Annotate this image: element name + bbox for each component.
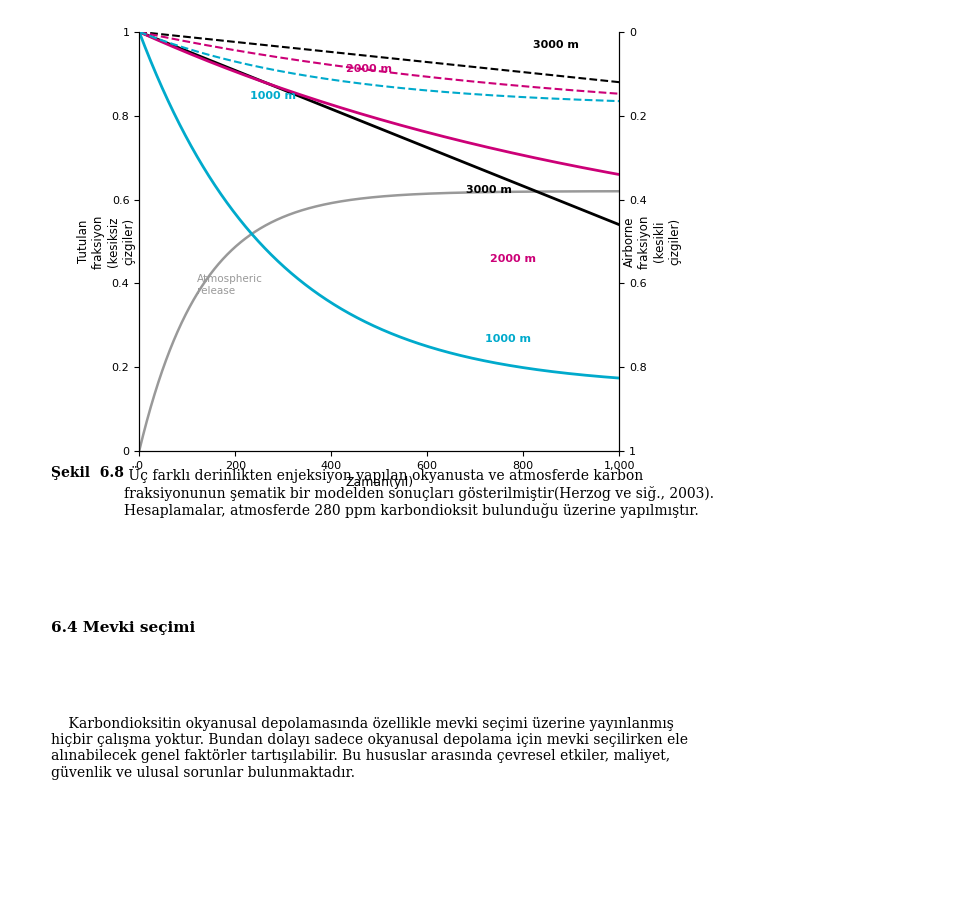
Text: 3000 m: 3000 m xyxy=(533,40,579,50)
Text: 6.4 Mevki seçimi: 6.4 Mevki seçimi xyxy=(51,621,195,635)
Text: Karbondioksitin okyanusal depolamasında özellikle mevki seçimi üzerine yayınlanm: Karbondioksitin okyanusal depolamasında … xyxy=(51,717,688,780)
Text: 3000 m: 3000 m xyxy=(466,185,512,195)
Text: Atmospheric
release: Atmospheric release xyxy=(197,274,263,296)
Text: 1000 m: 1000 m xyxy=(250,91,296,101)
Text: 2000 m: 2000 m xyxy=(346,64,392,74)
Text: 1000 m: 1000 m xyxy=(485,334,531,344)
Text: Üç farklı derinlikten enjeksiyon yapılan okyanusta ve atmosferde karbon
fraksiyo: Üç farklı derinlikten enjeksiyon yapılan… xyxy=(124,466,714,518)
Y-axis label: Tutulan
fraksiyon
(kesiksiz
çizgiler): Tutulan fraksiyon (kesiksiz çizgiler) xyxy=(77,214,135,269)
X-axis label: Zaman(yıl): Zaman(yıl) xyxy=(346,476,413,489)
Text: Şekil  6.8: Şekil 6.8 xyxy=(51,466,124,480)
Text: 2000 m: 2000 m xyxy=(490,254,536,264)
Y-axis label: Airborne
fraksiyon
(kesikli
çizgiler): Airborne fraksiyon (kesikli çizgiler) xyxy=(623,214,682,269)
